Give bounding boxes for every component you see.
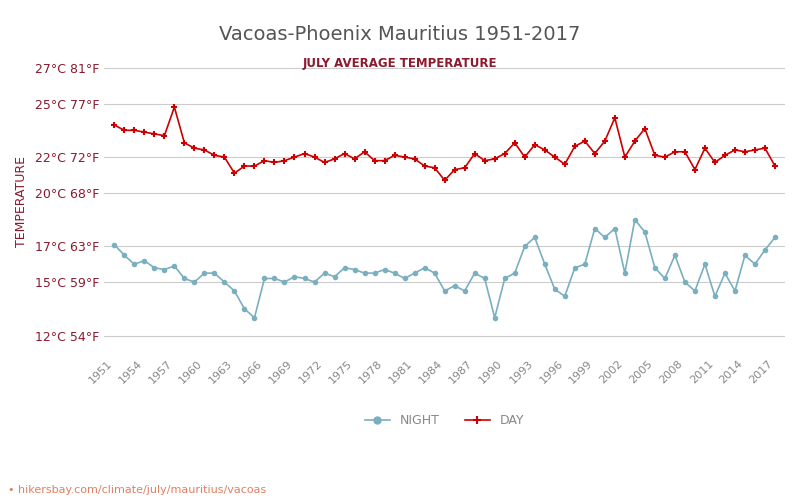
Legend: NIGHT, DAY: NIGHT, DAY (360, 409, 530, 432)
Y-axis label: TEMPERATURE: TEMPERATURE (15, 156, 28, 247)
Text: • hikersbay.com/climate/july/mauritius/vacoas: • hikersbay.com/climate/july/mauritius/v… (8, 485, 266, 495)
Text: Vacoas-Phoenix Mauritius 1951-2017: Vacoas-Phoenix Mauritius 1951-2017 (219, 25, 581, 44)
Text: JULY AVERAGE TEMPERATURE: JULY AVERAGE TEMPERATURE (302, 58, 498, 70)
